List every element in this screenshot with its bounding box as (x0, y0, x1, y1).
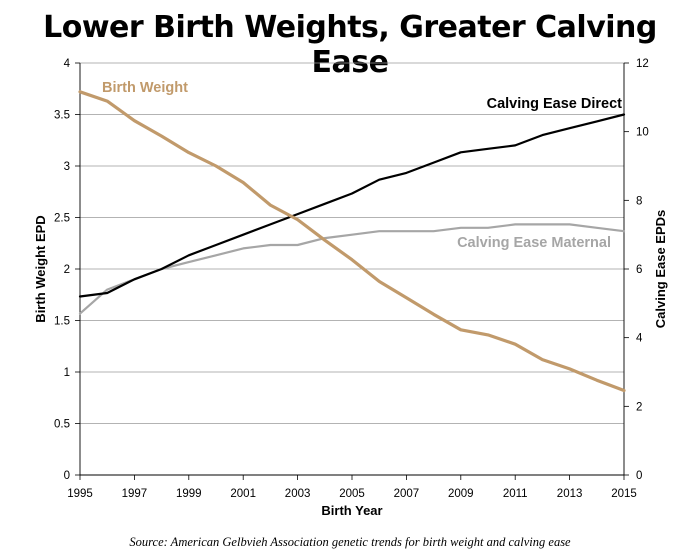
source-note: Source: American Gelbvieh Association ge… (129, 535, 571, 549)
series-labels: Birth Weight Calving Ease Direct Calving E… (102, 80, 622, 251)
x-tick-label: 1995 (67, 488, 93, 500)
axes: 0 0.5 1 1.5 2 2.5 3 3.5 4 0 2 4 6 8 10 12 1995 1997 1999 20… (54, 58, 649, 500)
series-lines (78, 90, 626, 393)
series-line-calving-ease-direct (78, 113, 626, 298)
y-right-tick-label: 2 (636, 401, 642, 413)
series-line-calving-ease-maternal (78, 223, 626, 315)
y-left-tick-label: 3.5 (54, 110, 70, 122)
series-line-birth-weight (78, 90, 626, 393)
y-left-tick-label: 0.5 (54, 419, 70, 431)
y-right-tick-label: 12 (636, 58, 649, 70)
y-left-tick-label: 2.5 (54, 213, 70, 225)
x-tick-label: 2005 (339, 488, 365, 500)
gridlines (80, 62, 624, 424)
y-left-tick-label: 1.5 (54, 316, 70, 328)
y-axis-left-label: Birth Weight EPD (33, 215, 48, 322)
series-label-calving-ease-maternal: Calving Ease Maternal (457, 235, 611, 251)
y-axis-right-label: Calving Ease EPDs (653, 210, 668, 329)
y-left-tick-label: 2 (64, 264, 70, 276)
y-left-tick-label: 4 (64, 58, 71, 70)
x-tick-label: 1999 (176, 488, 202, 500)
x-axis-label: Birth Year (321, 503, 382, 518)
x-tick-label: 2009 (448, 488, 474, 500)
x-tick-label: 1997 (122, 488, 148, 500)
x-tick-label: 2007 (394, 488, 420, 500)
y-right-tick-label: 4 (636, 333, 643, 345)
series-label-calving-ease-direct: Calving Ease Direct (487, 96, 623, 112)
x-tick-label: 2001 (230, 488, 256, 500)
x-tick-label: 2013 (557, 488, 583, 500)
y-right-tick-label: 6 (636, 264, 642, 276)
y-right-tick-label: 8 (636, 195, 642, 207)
y-left-tick-label: 1 (64, 367, 70, 379)
x-tick-label: 2015 (611, 488, 637, 500)
y-left-tick-label: 0 (64, 470, 70, 482)
y-right-tick-label: 10 (636, 127, 649, 139)
x-tick-label: 2011 (503, 488, 528, 500)
series-label-birth-weight: Birth Weight (102, 80, 188, 96)
x-tick-label: 2003 (285, 488, 311, 500)
y-left-tick-label: 3 (64, 161, 70, 173)
y-right-tick-label: 0 (636, 470, 642, 482)
chart-title: Lower Birth Weights, Greater Calving Eas… (43, 10, 657, 80)
